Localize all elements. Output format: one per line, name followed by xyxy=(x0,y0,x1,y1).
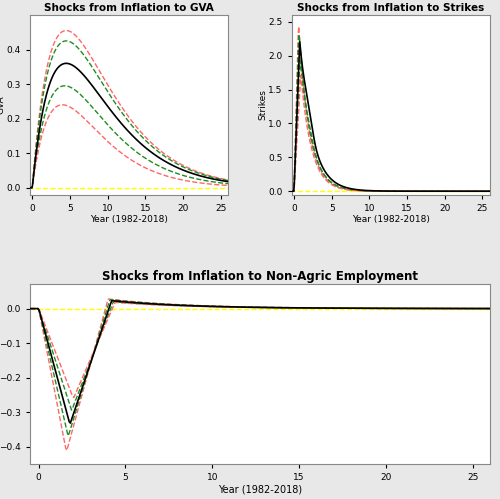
X-axis label: Year (1982-2018): Year (1982-2018) xyxy=(218,485,302,495)
Title: Shocks from Inflation to GVA: Shocks from Inflation to GVA xyxy=(44,3,214,13)
X-axis label: Year (1982-2018): Year (1982-2018) xyxy=(90,216,168,225)
Y-axis label: GVA: GVA xyxy=(0,95,5,114)
Y-axis label: Strikes: Strikes xyxy=(258,89,267,120)
Title: Shocks from Inflation to Non-Agric Employment: Shocks from Inflation to Non-Agric Emplo… xyxy=(102,270,418,283)
Title: Shocks from Inflation to Strikes: Shocks from Inflation to Strikes xyxy=(297,3,484,13)
X-axis label: Year (1982-2018): Year (1982-2018) xyxy=(352,216,430,225)
